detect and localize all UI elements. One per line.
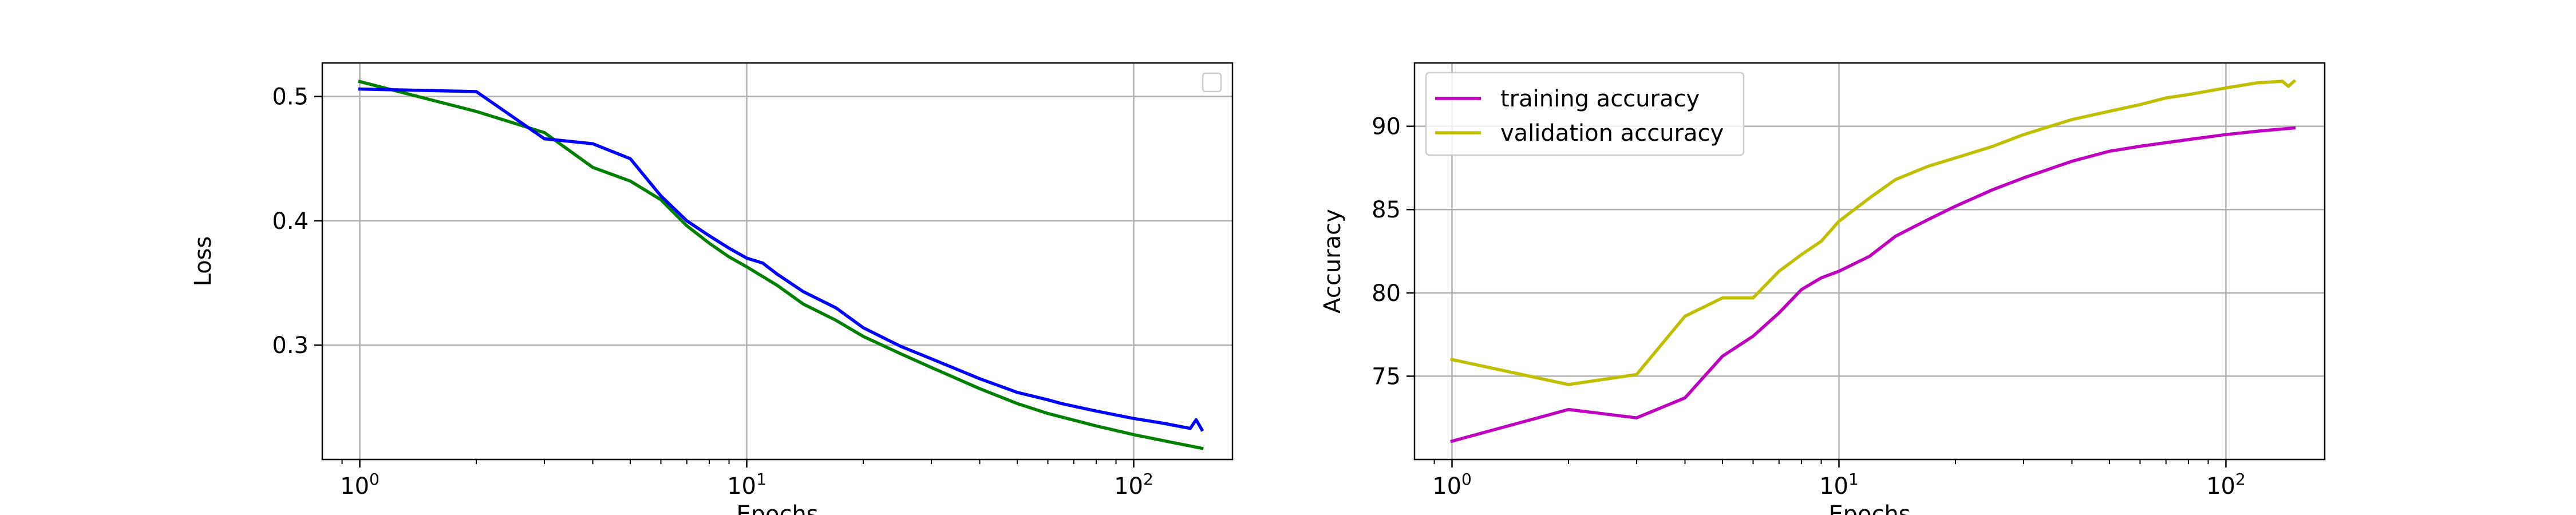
chart-0-ylabel: Loss — [190, 236, 216, 287]
chart-1-xtick-label-0: 100 — [1432, 470, 1472, 500]
chart-0-xtick-label-1: 101 — [727, 470, 767, 500]
chart-0-xtick-label-2: 102 — [1114, 470, 1153, 500]
chart-0-series-0-line — [358, 80, 1204, 450]
chart-0-series-1-line — [358, 87, 1204, 432]
chart-1-ytick-label-2: 85 — [1372, 197, 1401, 223]
chart-1-plot-frame — [1413, 62, 2326, 461]
chart-1-xlabel: Epochs — [1828, 501, 1910, 515]
chart-1-xtick-label-2: 102 — [2206, 470, 2246, 500]
chart-0: 100 101 102 0.3 0.4 0.5 Epochs Loss — [190, 62, 1234, 515]
chart-1-xtick-label-1: 101 — [1819, 470, 1859, 500]
chart-0-ytick-label-0: 0.3 — [272, 332, 309, 359]
chart-1-legend-box — [1425, 72, 1745, 156]
chart-0-ytick-label-1: 0.4 — [272, 208, 309, 235]
chart-0-legend-box — [1202, 72, 1222, 93]
chart-1-ytick-label-0: 75 — [1372, 363, 1401, 390]
chart-0-xlabel: Epochs — [736, 501, 818, 515]
chart-1-series-0-line — [1450, 126, 2296, 443]
chart-1: 100 101 102 75 80 85 90 Epochs Accuracy training … — [1319, 62, 2326, 515]
chart-1-ytick-label-1: 80 — [1372, 280, 1401, 307]
chart-1-ytick-label-3: 90 — [1372, 114, 1401, 140]
chart-1-legend-label-1: validation accuracy — [1500, 120, 1724, 146]
chart-1-legend-label-0: training accuracy — [1500, 86, 1700, 112]
chart-1-series-1-line — [1450, 79, 2297, 386]
chart-1-ylabel: Accuracy — [1319, 209, 1346, 314]
chart-0-ytick-label-2: 0.5 — [272, 84, 309, 110]
chart-0-plot-frame — [321, 62, 1234, 461]
chart-0-xtick-label-0: 100 — [340, 470, 380, 500]
